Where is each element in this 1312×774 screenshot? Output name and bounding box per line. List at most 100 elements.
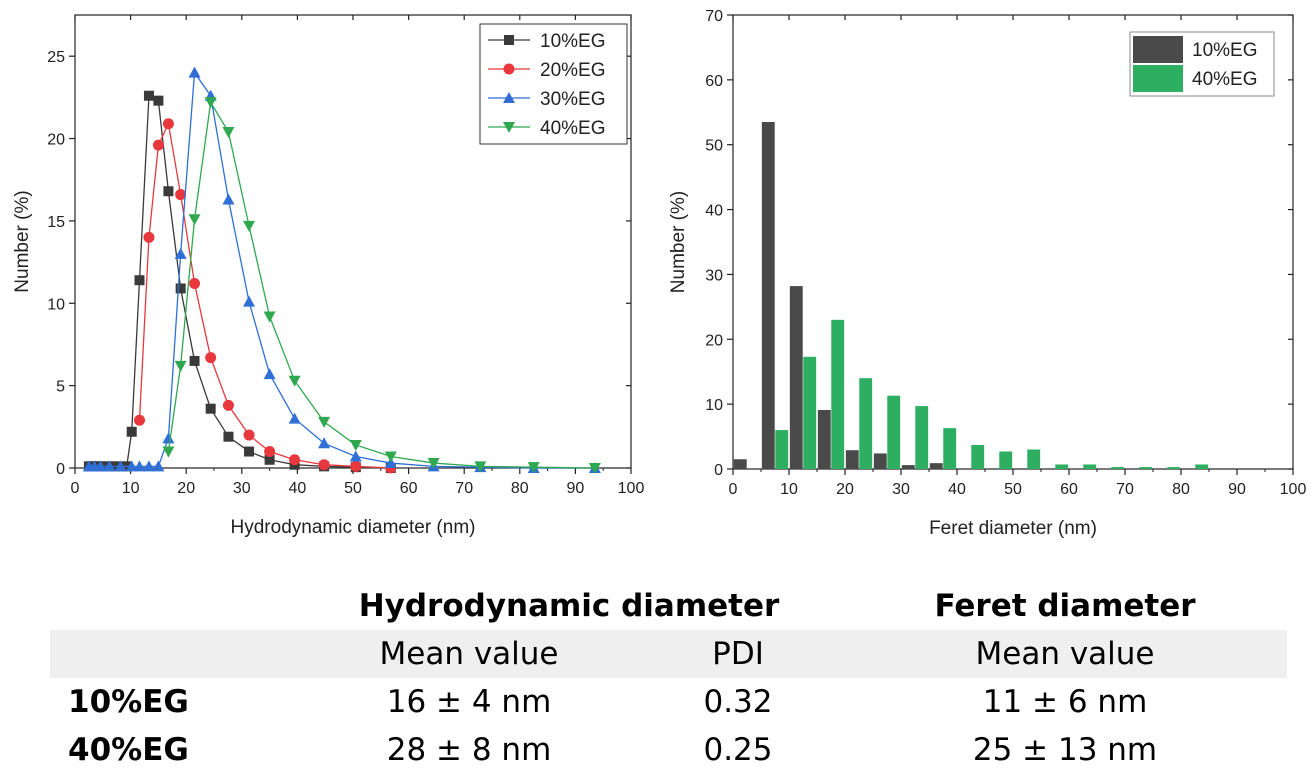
data-point	[134, 275, 145, 286]
x-tick-label: 90	[1228, 481, 1246, 498]
data-point	[126, 426, 137, 437]
hydrodynamic-diameter-chart: 0 10 20 30 40 50 60 70 80 90 100 0 5 10 15 20 25 Hydrodyn…	[12, 14, 644, 538]
data-point	[243, 429, 255, 441]
bar	[789, 286, 803, 469]
legend-label: 30%EG	[540, 89, 605, 110]
data-point	[133, 414, 145, 426]
x-tick-label: 60	[400, 480, 418, 497]
data-point	[288, 375, 301, 387]
data-point	[263, 311, 276, 323]
data-point	[243, 295, 256, 307]
legend-marker	[503, 92, 515, 103]
feret-diameter-chart: 0 10 20 30 40 50 60 70 80 90 100 0 10 20 30 40 50 60 70 Fer…	[668, 8, 1306, 539]
data-point	[222, 399, 234, 411]
x-tick-label: 10	[122, 480, 140, 497]
data-point	[223, 431, 234, 442]
data-point	[349, 450, 362, 462]
x-tick-label: 70	[1116, 481, 1134, 498]
data-point	[163, 186, 174, 197]
bar	[929, 463, 943, 469]
legend-label: 10%EG	[540, 31, 605, 52]
data-point	[205, 403, 216, 414]
x-tick-label: 30	[233, 480, 251, 497]
x-tick-label: 50	[1004, 481, 1022, 498]
y-tick-label: 0	[56, 461, 65, 478]
data-point	[243, 220, 256, 232]
x-tick-label: 60	[1060, 481, 1078, 498]
data-point	[222, 193, 235, 205]
x-axis-label: Hydrodynamic diameter (nm)	[231, 517, 476, 538]
bar	[901, 465, 915, 469]
y-tick-label: 10	[705, 397, 723, 414]
data-point	[318, 459, 330, 471]
data-point	[175, 189, 187, 201]
bar	[831, 319, 845, 469]
row-label: 10%EG	[68, 684, 189, 720]
y-tick-label: 20	[705, 332, 723, 349]
legend-marker	[503, 122, 515, 133]
y-tick-label: 50	[705, 138, 723, 155]
bar	[1195, 464, 1209, 469]
data-point	[384, 451, 397, 463]
bar	[845, 450, 859, 469]
data-point	[318, 437, 331, 449]
data-point	[143, 231, 155, 243]
legend-marker	[504, 35, 514, 45]
data-point	[188, 214, 201, 226]
subheader-feret-mean: Mean value	[975, 636, 1155, 672]
legend-swatch	[1133, 65, 1183, 92]
data-point	[174, 360, 187, 372]
data-point	[427, 458, 440, 470]
data-point	[350, 460, 362, 472]
y-tick-label: 0	[714, 462, 723, 479]
data-point	[349, 439, 362, 451]
x-tick-label: 30	[892, 481, 910, 498]
data-point	[527, 462, 540, 474]
bar	[803, 356, 817, 469]
legend-marker	[503, 63, 515, 75]
bar	[999, 451, 1013, 469]
bar	[761, 122, 775, 469]
cell-feret-mean: 25 ± 13 nm	[972, 732, 1158, 768]
data-point	[588, 463, 601, 474]
x-tick-label: 70	[455, 480, 473, 497]
data-point	[222, 126, 235, 138]
group-header-hydrodynamic: Hydrodynamic diameter	[358, 588, 780, 624]
series-line	[167, 100, 595, 469]
data-point	[152, 460, 165, 472]
data-point	[153, 95, 164, 106]
data-point	[474, 461, 487, 473]
data-point	[143, 90, 154, 101]
bar	[887, 395, 901, 469]
data-point	[133, 460, 146, 472]
data-point	[264, 446, 276, 458]
data-point	[289, 454, 301, 466]
data-point	[264, 454, 275, 465]
bar	[859, 378, 873, 469]
bar	[943, 428, 957, 469]
row-label: 40%EG	[68, 732, 189, 768]
data-point	[384, 457, 397, 469]
bar	[915, 406, 929, 469]
data-point	[205, 352, 217, 364]
data-point	[152, 139, 164, 151]
table-group-header-row: Hydrodynamic diameter Feret diameter	[50, 582, 1287, 630]
summary-table: Hydrodynamic diameter Feret diameter Mea…	[50, 582, 1287, 774]
legend-label: 20%EG	[540, 60, 605, 81]
data-point	[288, 412, 301, 424]
x-tick-label: 80	[1172, 481, 1190, 498]
cell-hd-mean: 28 ± 8 nm	[386, 732, 552, 768]
x-tick-label: 20	[177, 480, 195, 497]
legend-swatch	[1133, 36, 1183, 63]
data-point	[189, 278, 201, 290]
legend-label: 40%EG	[540, 118, 605, 139]
data-point	[188, 66, 201, 78]
bar	[873, 453, 887, 469]
cell-pdi: 0.25	[703, 732, 773, 768]
series-line	[88, 94, 391, 469]
bar	[1167, 467, 1181, 469]
table-row: 10%EG 16 ± 4 nm 0.32 11 ± 6 nm	[50, 678, 1287, 726]
bar	[1055, 464, 1069, 469]
x-tick-label: 80	[511, 480, 529, 497]
cell-feret-mean: 11 ± 6 nm	[982, 684, 1148, 720]
